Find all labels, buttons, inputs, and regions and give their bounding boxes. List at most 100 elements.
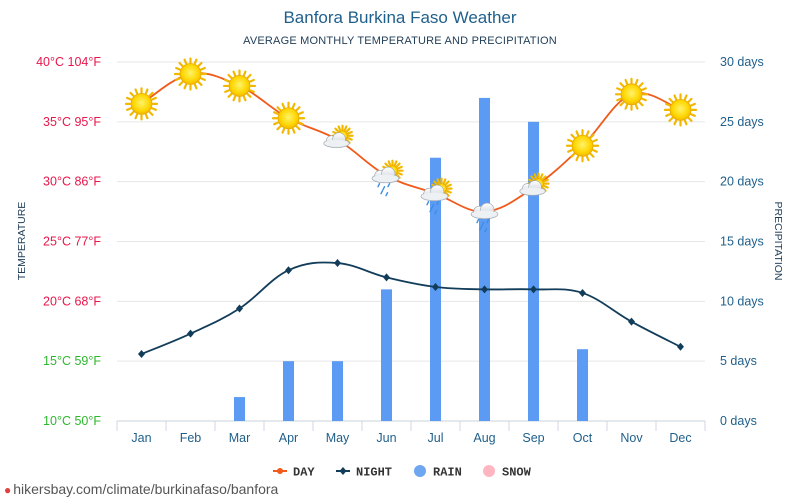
sun-ray [638, 101, 644, 107]
night-marker [579, 288, 586, 297]
sun-ray [144, 113, 149, 120]
sun-ray [291, 102, 296, 109]
rain-drop [486, 218, 490, 224]
sun-ray [148, 110, 154, 116]
sun-ray [281, 127, 286, 134]
sun-ray [690, 113, 696, 117]
sun-ray [346, 130, 353, 135]
sun-ray [592, 149, 598, 153]
sun-ray [395, 162, 401, 168]
sun-ray [542, 178, 549, 183]
sun-ray [175, 77, 181, 81]
sun-ray [690, 102, 696, 107]
sun-ray [567, 149, 573, 153]
weather-icon-cloud-sun-rain [420, 177, 453, 215]
day-line [141, 72, 681, 213]
sun-rays [173, 57, 208, 91]
y-left-tick-label: 35°C 95°F [43, 115, 101, 129]
night-marker [677, 342, 684, 351]
y-right-tick-label: 10 days [720, 294, 764, 308]
x-tick-label: Apr [279, 431, 298, 445]
sun-ray [687, 97, 693, 103]
sun-ray [444, 191, 450, 197]
y-left-tick-label: 15°C 59°F [43, 354, 101, 368]
sun-ray [668, 116, 674, 122]
sun-ray [395, 173, 401, 179]
weather-icon-sun [565, 129, 600, 163]
sun-ray [276, 125, 282, 131]
source-link[interactable]: ● hikersbay.com/climate/burkinafaso/banfo… [4, 481, 278, 497]
sun-ray [619, 101, 625, 107]
weather-icon-sun [124, 87, 159, 121]
sun-ray [295, 125, 301, 131]
night-marker [628, 317, 635, 326]
sun-ray [533, 173, 538, 180]
rain-bar [479, 97, 490, 422]
cloud-fill [324, 139, 349, 147]
sun-disc [669, 98, 692, 121]
x-tick-label: Feb [180, 431, 202, 445]
sun-ray [665, 113, 671, 117]
legend-label: DAY [293, 466, 315, 480]
weather-icon-sun [173, 57, 208, 91]
sun-ray [232, 70, 237, 77]
axes: 10°C 50°F 15°C 59°F 20°C 68°F 25°C 77°F 30°C… [16, 55, 784, 445]
weather-icon-cloud-rain [470, 202, 499, 233]
sun-ray [433, 180, 439, 186]
x-tick-label: Jan [131, 431, 151, 445]
sun-ray [624, 78, 629, 85]
x-tick-label: Nov [620, 431, 643, 445]
sun-ray [589, 133, 595, 139]
legend-item-snow: SNOW [483, 465, 532, 480]
location-pin-icon: ● [4, 483, 12, 497]
night-marker [383, 273, 390, 282]
cloud-fill [372, 174, 399, 183]
sun-ray [673, 94, 678, 101]
sun-disc [620, 83, 643, 106]
sun-ray [585, 155, 590, 162]
sun-ray [227, 73, 233, 79]
sun-ray [224, 89, 230, 93]
sun-ray [281, 102, 286, 109]
sun-ray [175, 66, 181, 71]
weather-icon-sun [614, 77, 649, 111]
sun-ray [592, 138, 598, 143]
sun-ray [539, 173, 544, 180]
weather-icon-cloud-sun [519, 172, 550, 196]
sun-ray [193, 58, 198, 65]
sun-ray [298, 121, 304, 126]
legend-label: RAIN [433, 466, 462, 480]
x-tick-label: Jun [376, 431, 396, 445]
sun-ray [343, 125, 348, 132]
sun-rays [565, 129, 600, 163]
sun-ray [151, 107, 157, 111]
sun-ray [619, 82, 625, 88]
sun-ray [575, 155, 580, 162]
sun-ray [273, 111, 279, 115]
rain-bar [234, 397, 245, 421]
rain-drop [431, 203, 435, 209]
legend-swatch-circle [414, 465, 426, 477]
sun-rays [271, 101, 306, 135]
sun-ray [242, 70, 247, 77]
y-right-tick-label: 5 days [720, 354, 757, 368]
legend-label: NIGHT [356, 466, 392, 480]
sun-ray [634, 103, 639, 110]
sun-ray [542, 184, 549, 189]
rain-bars [234, 97, 588, 422]
sun-ray [541, 175, 547, 181]
weather-icon-sun [222, 69, 257, 103]
rain-bar [381, 289, 392, 421]
source-link-text: hikersbay.com/climate/burkinafaso/banfor… [13, 481, 279, 497]
sun-ray [144, 88, 149, 95]
sun-ray [126, 107, 132, 111]
sun-disc [130, 92, 153, 115]
sun-ray [665, 102, 671, 107]
sun-ray [345, 127, 351, 133]
sun-ray [384, 162, 390, 168]
y-right-tick-label: 15 days [720, 235, 764, 249]
legend-swatch-circle [483, 465, 495, 477]
sun-ray [200, 77, 206, 81]
sun-disc [277, 107, 300, 130]
